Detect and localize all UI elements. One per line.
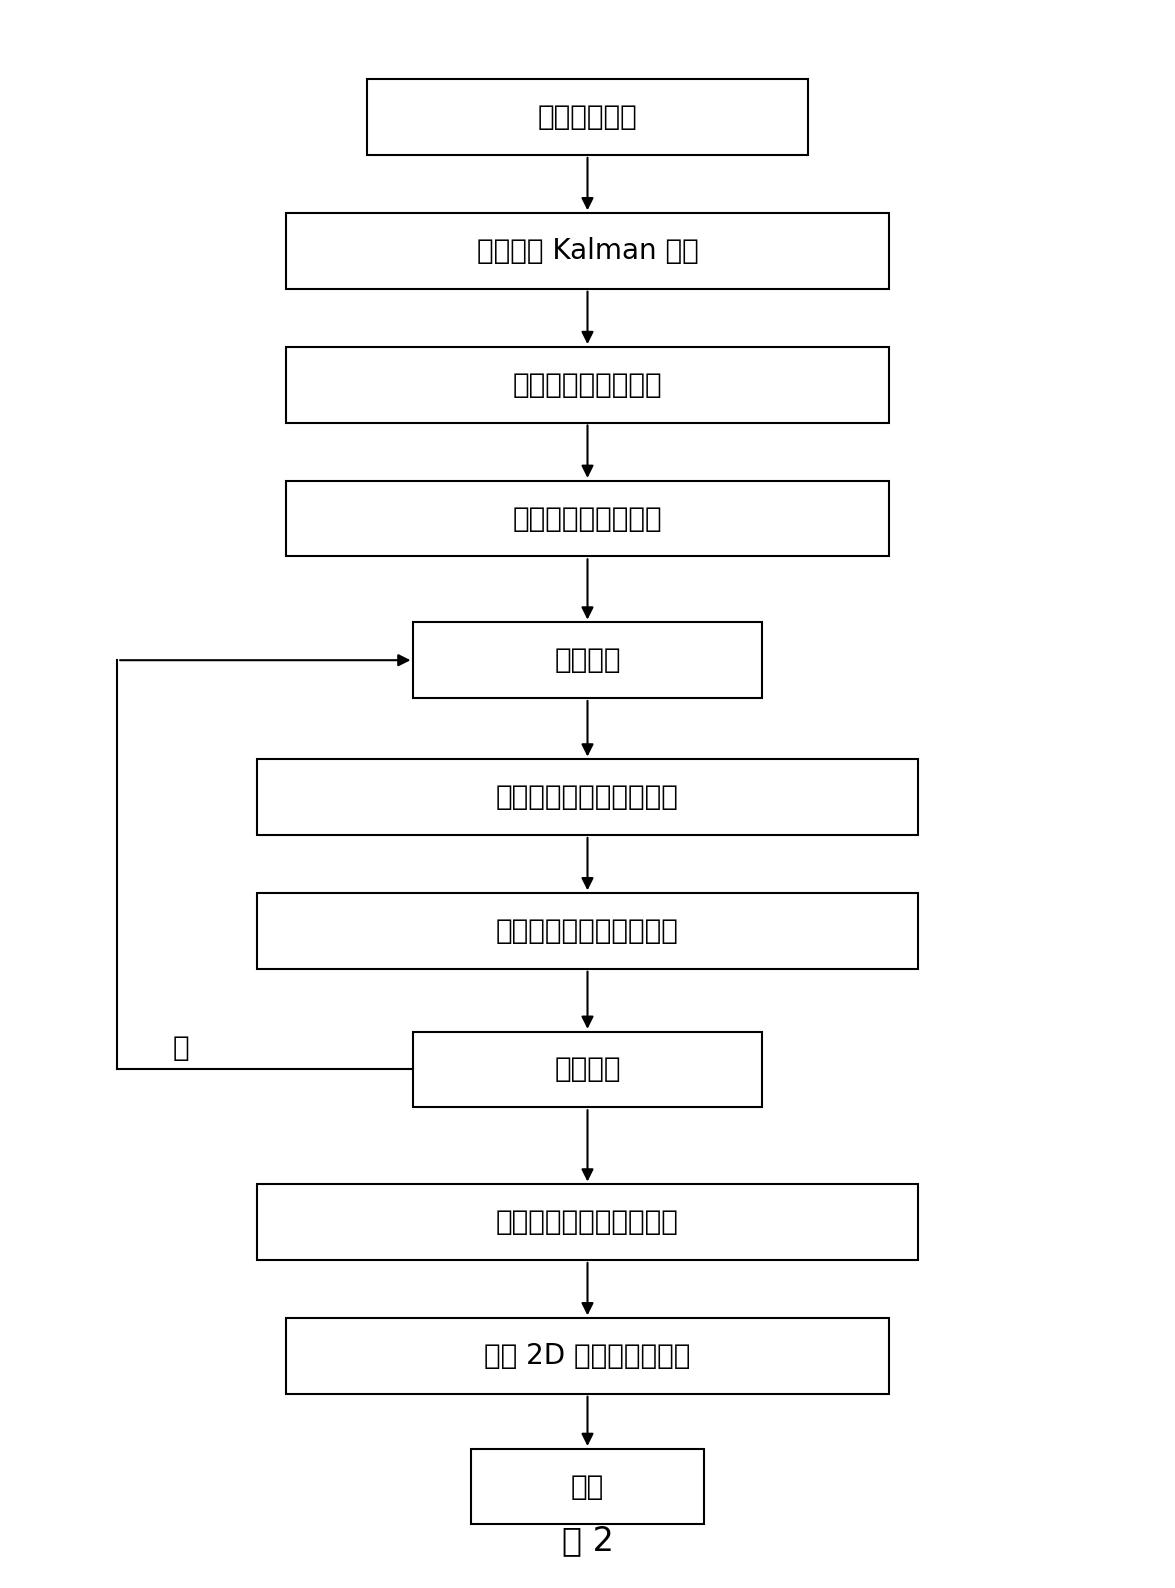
Bar [286, 1318, 889, 1394]
Text: 结束: 结束 [571, 1472, 604, 1501]
Text: 图 2: 图 2 [562, 1524, 613, 1558]
Bar [256, 1185, 919, 1259]
Bar [286, 346, 889, 422]
Bar [471, 1448, 704, 1524]
Text: 显示 2D 图并做地质解释: 显示 2D 图并做地质解释 [484, 1342, 691, 1370]
Text: 多尺度重构新的融合曲线: 多尺度重构新的融合曲线 [496, 1208, 679, 1235]
Bar [414, 1032, 761, 1107]
Text: 否: 否 [173, 1034, 189, 1062]
Bar [286, 481, 889, 556]
Text: 测井数据多尺度分解: 测井数据多尺度分解 [512, 505, 663, 532]
Bar [367, 79, 808, 156]
Text: 测井数据归一化处理: 测井数据归一化处理 [512, 370, 663, 399]
Text: 高频系数按融合规则选取: 高频系数按融合规则选取 [496, 783, 679, 811]
Bar [256, 892, 919, 969]
Text: 测井数据 Kalman 滤波: 测井数据 Kalman 滤波 [477, 237, 698, 265]
Bar [256, 759, 919, 835]
Text: 尺度循环: 尺度循环 [555, 646, 620, 675]
Text: 读入测井数据: 读入测井数据 [538, 103, 637, 132]
Text: 尺度完否: 尺度完否 [555, 1056, 620, 1083]
Bar [414, 622, 761, 699]
Bar [286, 213, 889, 289]
Text: 低频系数按融合规则选取: 低频系数按融合规则选取 [496, 916, 679, 945]
